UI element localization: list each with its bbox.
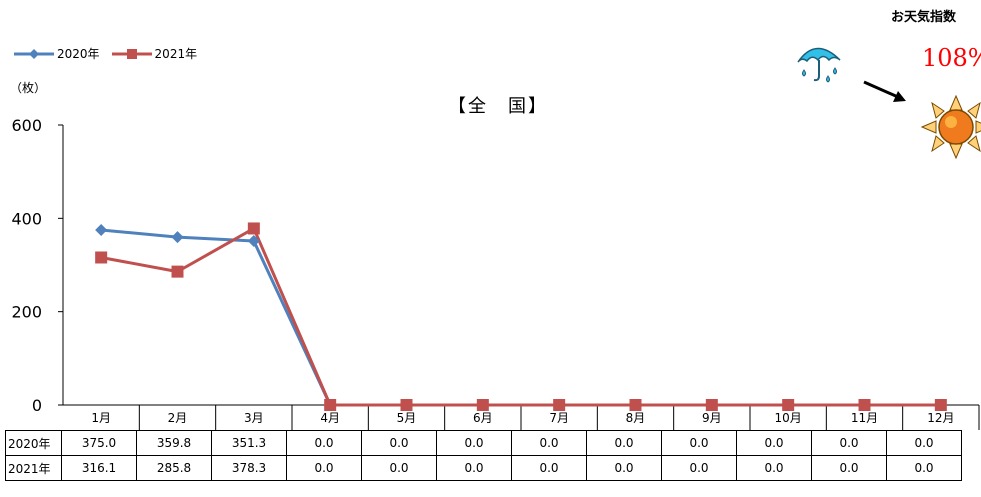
chart-title: 【全 国】 — [448, 96, 548, 117]
data-point-2021年 — [858, 399, 871, 411]
x-tick-label: 1月 — [91, 411, 111, 425]
weather-index-label: お天気指数 — [891, 10, 957, 25]
data-point-2020年 — [95, 224, 108, 236]
sun-icon — [920, 94, 981, 160]
data-label: 351.3 — [211, 430, 287, 456]
x-tick-label: 10月 — [775, 411, 802, 425]
data-point-2021年 — [324, 399, 337, 411]
x-tick-label: 7月 — [549, 411, 569, 425]
x-tick-label: 4月 — [320, 411, 340, 425]
weather-index-value: 108% — [922, 44, 981, 72]
legend-item-2021: 2021年 — [111, 45, 198, 62]
data-label: 0.0 — [286, 455, 362, 481]
data-point-2021年 — [400, 399, 413, 411]
legend-label-2021: 2021年 — [154, 47, 198, 61]
x-tick-label: 6月 — [473, 411, 493, 425]
y-tick-label: 0 — [32, 396, 42, 415]
x-tick-label: 9月 — [702, 411, 722, 425]
data-label: 285.8 — [136, 455, 212, 481]
data-point-2021年 — [247, 222, 260, 235]
data-label: 0.0 — [661, 455, 737, 481]
legend-label-2020: 2020年 — [57, 47, 100, 61]
data-table: 2020年 375.0 359.8 351.3 0.0 0.0 0.0 0.0 0.0 0.0 0.… — [5, 430, 962, 481]
data-label: 375.0 — [61, 430, 137, 456]
y-unit-label: （枚） — [10, 81, 47, 95]
x-tick-label: 5月 — [397, 411, 417, 425]
legend-marker-2021 — [111, 48, 152, 59]
data-label: 0.0 — [736, 455, 812, 481]
chart-legend: 2020年 2021年 — [14, 45, 209, 62]
data-point-2020年 — [171, 231, 184, 244]
data-point-2021年 — [629, 399, 642, 411]
table-row: 2020年 375.0 359.8 351.3 0.0 0.0 0.0 0.0 0.0 0.0 0.… — [5, 430, 962, 456]
row-header: 2020年 — [5, 430, 62, 456]
x-tick-label: 11月 — [851, 411, 878, 425]
data-point-2021年 — [553, 399, 566, 411]
series-line-2021年 — [100, 226, 941, 407]
row-header: 2021年 — [5, 455, 62, 481]
data-point-2020年 — [247, 235, 260, 248]
data-label: 0.0 — [361, 455, 437, 481]
x-tick-label: 3月 — [244, 411, 264, 425]
y-tick-label: 200 — [11, 303, 42, 322]
data-label: 0.0 — [886, 455, 962, 481]
data-point-2021年 — [934, 399, 947, 411]
table-row: 2021年 316.1 285.8 378.3 0.0 0.0 0.0 0.0 0.0 0.0 0.… — [5, 455, 962, 481]
x-tick-label: 12月 — [927, 411, 954, 425]
data-label: 378.3 — [211, 455, 287, 481]
data-point-2021年 — [476, 399, 489, 411]
data-label: 0.0 — [661, 430, 737, 456]
umbrella-icon — [797, 47, 841, 83]
x-tick-label: 8月 — [626, 411, 646, 425]
data-point-2021年 — [171, 265, 184, 278]
data-label: 0.0 — [586, 430, 662, 456]
data-label: 316.1 — [61, 455, 137, 481]
arrow-icon — [863, 80, 906, 102]
data-label: 0.0 — [436, 455, 512, 481]
data-label: 0.0 — [286, 430, 362, 456]
data-label: 0.0 — [436, 430, 512, 456]
data-label: 359.8 — [136, 430, 212, 456]
data-label: 0.0 — [586, 455, 662, 481]
data-label: 0.0 — [811, 430, 887, 456]
line-chart: 0 200 400 600 1月 2月 3月 4月 5月 6月 7月 8月 9月 10月 11月 12月 — [11, 116, 980, 430]
legend-item-2020: 2020年 — [14, 45, 100, 62]
data-label: 0.0 — [886, 430, 962, 456]
series-line-2020年 — [101, 228, 941, 407]
y-tick-label: 400 — [11, 209, 42, 228]
data-label: 0.0 — [361, 430, 437, 456]
data-label: 0.0 — [736, 430, 812, 456]
data-label: 0.0 — [511, 455, 587, 481]
legend-marker-2020 — [14, 48, 54, 59]
data-point-2021年 — [95, 251, 108, 264]
data-point-2021年 — [782, 399, 795, 411]
data-label: 0.0 — [811, 455, 887, 481]
y-tick-label: 600 — [11, 116, 42, 135]
data-label: 0.0 — [511, 430, 587, 456]
data-point-2021年 — [705, 399, 718, 411]
x-tick-label: 2月 — [168, 411, 188, 425]
